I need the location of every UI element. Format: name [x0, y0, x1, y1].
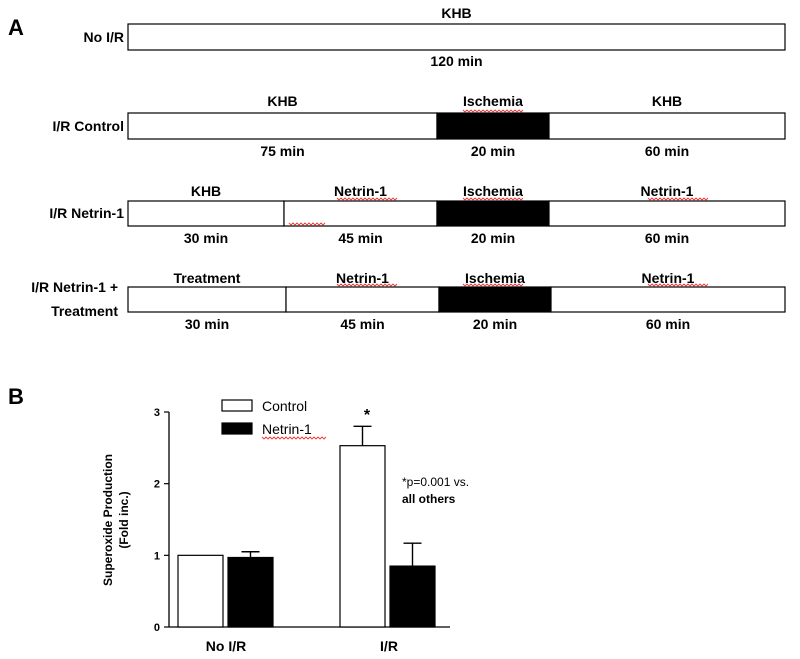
spellcheck-underline — [462, 197, 524, 201]
ischemia-segment — [438, 286, 552, 313]
panel-b-label: B — [8, 384, 24, 409]
spellcheck-underline — [336, 283, 398, 287]
protocol-label: Treatment — [51, 303, 118, 319]
bar-control-1 — [339, 445, 386, 628]
ischemia-segment — [436, 112, 550, 140]
protocol-label: I/R Control — [52, 118, 124, 134]
bar-netrin-1-1 — [389, 565, 436, 628]
legend-swatch — [221, 422, 253, 435]
segment-label: KHB — [652, 93, 682, 109]
protocol-row: I/R Netrin-1 + Treatment Treatment 30 min Ne… — [31, 270, 786, 332]
perfusion-segment — [548, 112, 786, 140]
x-tick-label: No I/R — [206, 638, 246, 654]
perfusion-segment — [548, 200, 786, 227]
legend-label: Netrin-1 — [262, 421, 312, 437]
segment-label: Netrin-1 — [334, 183, 387, 199]
protocol-row: I/R Netrin-1 KHB 30 min Netrin-1 45 min Ische… — [49, 183, 786, 246]
perfusion-segment — [550, 286, 786, 313]
legend-label: Control — [262, 398, 307, 414]
segment-label: Ischemia — [463, 183, 523, 199]
segment-label: Netrin-1 — [642, 270, 695, 286]
segment-label: KHB — [441, 5, 471, 21]
protocol-row: I/R Control KHB 75 min Ischemia 20 min KHB 60 … — [52, 93, 786, 159]
protocol-timelines: No I/R KHB 120 min I/R Control KHB 75 min Isch… — [31, 5, 786, 332]
segment-duration: 45 min — [340, 316, 384, 332]
y-axis-label: Superoxide Production — [101, 454, 115, 586]
segment-duration: 20 min — [471, 143, 515, 159]
segment-duration: 20 min — [473, 316, 517, 332]
segment-duration: 75 min — [260, 143, 304, 159]
perfusion-segment — [127, 23, 786, 51]
spellcheck-underline — [261, 436, 327, 440]
legend: Control Netrin-1 — [221, 398, 312, 437]
protocol-label: I/R Netrin-1 — [49, 205, 124, 221]
bar-netrin-1-0 — [227, 556, 274, 628]
protocol-label: No I/R — [84, 29, 124, 45]
y-axis-label-sub: (Fold inc.) — [117, 491, 131, 548]
y-tick-label: 1 — [154, 550, 160, 562]
y-tick-label: 2 — [154, 479, 160, 491]
segment-label: Netrin-1 — [641, 183, 694, 199]
segment-label: Ischemia — [465, 270, 525, 286]
spellcheck-underline — [336, 197, 398, 201]
x-axis-ticks: No I/R I/R — [206, 638, 398, 654]
perfusion-segment — [127, 200, 285, 227]
ischemia-segment — [436, 200, 550, 227]
spellcheck-underline — [288, 222, 326, 226]
significance-marker: * — [364, 407, 371, 424]
segment-label: Ischemia — [463, 93, 523, 109]
y-tick-label: 0 — [154, 622, 160, 634]
segment-label: Netrin-1 — [336, 270, 389, 286]
segment-duration: 60 min — [645, 230, 689, 246]
segment-duration: 30 min — [185, 316, 229, 332]
segment-label: KHB — [267, 93, 297, 109]
legend-swatch — [221, 399, 253, 412]
superoxide-bar-chart: 0 1 2 3 Superoxide Production (Fold inc.) N… — [101, 398, 469, 654]
perfusion-segment — [127, 286, 287, 313]
spellcheck-underline — [462, 109, 524, 113]
perfusion-segment — [285, 286, 440, 313]
segment-label: Treatment — [174, 270, 241, 286]
spellcheck-underline — [462, 283, 524, 287]
protocol-row: No I/R KHB 120 min — [84, 5, 786, 69]
segment-duration: 30 min — [184, 230, 228, 246]
segment-duration: 60 min — [645, 143, 689, 159]
segment-duration: 120 min — [430, 53, 482, 69]
y-tick-label: 3 — [154, 407, 160, 419]
spellcheck-underline — [647, 283, 709, 287]
segment-duration: 45 min — [338, 230, 382, 246]
panel-a-label: A — [8, 15, 24, 40]
protocol-label: I/R Netrin-1 + — [31, 279, 118, 295]
spellcheck-underline — [647, 197, 709, 201]
x-tick-label: I/R — [380, 638, 398, 654]
p-value-annotation-line-2: all others — [402, 492, 456, 506]
segment-label: KHB — [191, 183, 221, 199]
perfusion-segment — [127, 112, 438, 140]
bar-control-0 — [177, 554, 224, 628]
perfusion-segment — [283, 200, 438, 227]
p-value-annotation-line-1: *p=0.001 vs. — [402, 475, 469, 489]
segment-duration: 20 min — [471, 230, 515, 246]
segment-duration: 60 min — [646, 316, 690, 332]
bars — [177, 425, 436, 628]
